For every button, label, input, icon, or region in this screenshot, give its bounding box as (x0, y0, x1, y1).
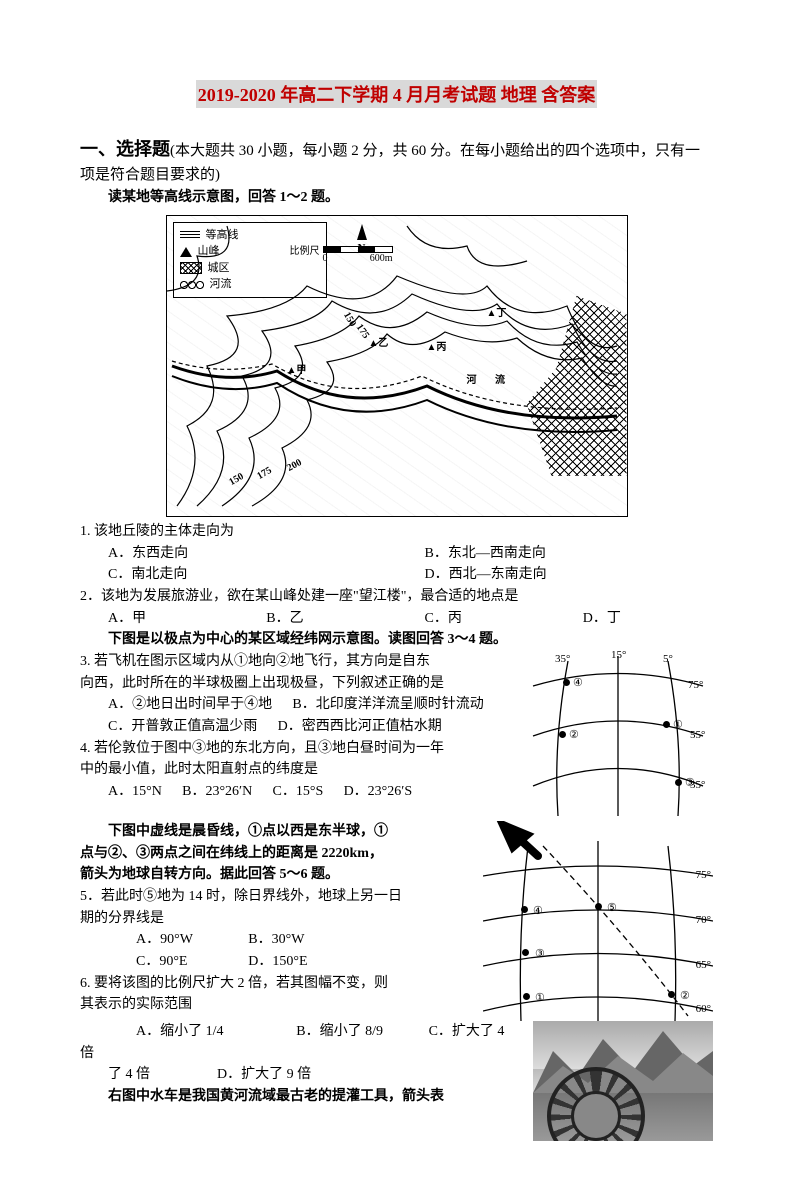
peak-jia: ▲甲 (287, 361, 307, 376)
prompt-2: 下图是以极点为中心的某区域经纬网示意图。读图回答 3～4 题。 (80, 629, 713, 651)
q3-A: A．②地日出时间早于④地 (108, 697, 272, 712)
q2-A: A．甲 (80, 608, 238, 630)
peak-bing: ▲丙 (427, 338, 447, 353)
figure-polar-grid: 35° 15° 5° 75° 55° 35° ① ② ③ ④ (523, 651, 713, 821)
lon-15: 15° (611, 649, 626, 661)
figure-waterwheel-photo (533, 1021, 713, 1141)
grid-pt-4: ④ (533, 904, 543, 917)
q3-D: D．密西西比河正值枯水期 (278, 719, 442, 734)
q5-A: A．90°W (108, 929, 228, 951)
q1-A: A．东西走向 (80, 543, 397, 565)
section-1-rest: (本大题共 30 小题，每小题 2 分，共 60 分。在每小题给出的四个选项中，… (80, 143, 700, 183)
page-title: 2019-2020 年高二下学期 4 月月考试题 地理 含答案 (196, 80, 598, 108)
figure-contour-map: 等高线 山峰 比例尺 城区 河流 N 0 600m (166, 215, 628, 517)
grid-pt-1: ① (535, 991, 545, 1004)
grid-dot-5 (595, 903, 602, 910)
grid-dot-4 (521, 906, 528, 913)
lon-35: 35° (555, 653, 570, 665)
peak-yi: ▲乙 (369, 334, 389, 349)
lat-75: 75° (688, 679, 703, 691)
q1-stem: 1. 该地丘陵的主体走向为 (80, 521, 713, 543)
grid-lat-70: 70° (696, 914, 711, 926)
q2-B: B．乙 (238, 608, 396, 630)
q1-D: D．西北—东南走向 (397, 564, 714, 586)
polar-dot-1 (663, 721, 670, 728)
q3-B: B．北印度洋洋流呈顺时针流动 (292, 697, 483, 712)
polar-pt-4: ④ (573, 676, 583, 689)
q1-B: B．东北—西南走向 (397, 543, 714, 565)
q5-D: D．150°E (248, 954, 307, 969)
polar-dot-3 (675, 779, 682, 786)
q5-B: B．30°W (248, 932, 304, 947)
q4-C: C．15°S (273, 784, 324, 799)
peak-ding: ▲丁 (487, 304, 507, 319)
section-1-prefix: 一、选择题 (80, 139, 170, 159)
q6-A: A．缩小了 1/4 (108, 1021, 248, 1043)
grid-pt-5: ⑤ (607, 901, 617, 914)
polar-pt-3: ③ (685, 776, 695, 789)
grid-pt-2: ② (680, 989, 690, 1002)
grid-lat-60: 60° (696, 1003, 711, 1015)
q4-D: D．23°26′S (344, 784, 413, 799)
q2-stem: 2．该地为发展旅游业，欲在某山峰处建一座"望江楼"，最合适的地点是 (80, 586, 713, 608)
polar-pt-2: ② (569, 728, 579, 741)
grid-lat-75: 75° (696, 869, 711, 881)
q4-A: A．15°N (108, 784, 162, 799)
grid-dot-1 (523, 993, 530, 1000)
q5-C: C．90°E (108, 951, 228, 973)
q1-options: A．东西走向 B．东北—西南走向 C．南北走向 D．西北—东南走向 (80, 543, 713, 586)
grid-dot-3 (522, 949, 529, 956)
polar-dot-4 (563, 679, 570, 686)
section-1-heading: 一、选择题(本大题共 30 小题，每小题 2 分，共 60 分。在每小题给出的四… (80, 136, 713, 187)
grid-lat-65: 65° (696, 959, 711, 971)
q2-D: D．丁 (555, 608, 713, 630)
q3-C: C．开普敦正值高温少雨 (108, 719, 257, 734)
polar-pt-1: ① (673, 718, 683, 731)
lon-5: 5° (663, 653, 673, 665)
figure-latlon-grid: 75° 70° 65° 60° ① ② ③ ④ ⑤ (483, 821, 713, 1021)
grid-dot-2 (668, 991, 675, 998)
q2-options: A．甲 B．乙 C．丙 D．丁 (80, 608, 713, 630)
q6-B: B．缩小了 8/9 (268, 1021, 408, 1043)
q2-C: C．丙 (397, 608, 555, 630)
q6-D: D．扩大了 9 倍 (217, 1067, 311, 1082)
lat-55: 55° (690, 729, 705, 741)
q1-C: C．南北走向 (80, 564, 397, 586)
q4-B: B．23°26′N (182, 784, 252, 799)
grid-pt-3: ③ (535, 947, 545, 960)
river-label: 河 流 (467, 371, 514, 386)
polar-dot-2 (559, 731, 566, 738)
prompt-1: 读某地等高线示意图，回答 1～2 题。 (80, 187, 713, 209)
